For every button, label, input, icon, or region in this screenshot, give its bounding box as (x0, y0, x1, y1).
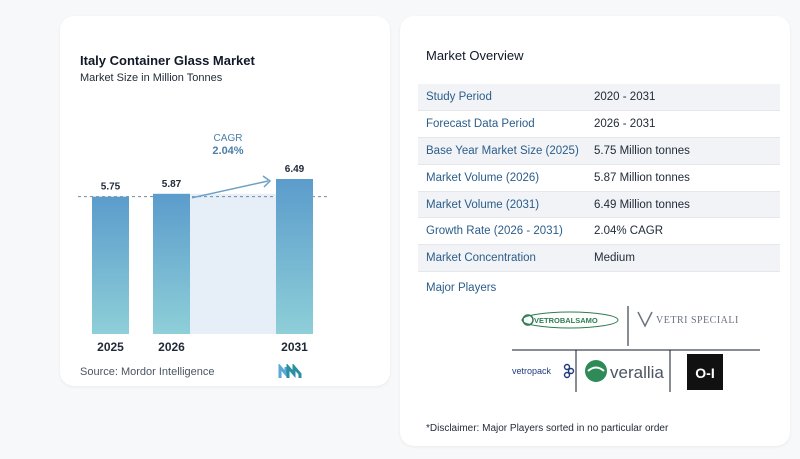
chart-card: 5.75 2025 5.87 2026 6.49 2031 CAGR 2.04% Italy … (60, 16, 390, 386)
bar-2026 (153, 194, 190, 334)
player-logos: VETROBALSAMO VETRI SPECIALI vetropack ve… (400, 16, 790, 446)
player-3-name: vetropack (512, 366, 552, 376)
verallia-logo: verallia (585, 360, 664, 382)
vetropack-logo: vetropack (512, 365, 574, 378)
market-overview-panel: Market Overview Study Period 2020 - 2031… (400, 16, 790, 446)
bar-2031 (276, 179, 313, 334)
value-label-2031: 6.49 (285, 164, 305, 175)
player-5-name: O-I (695, 365, 714, 381)
category-label-2025: 2025 (97, 340, 124, 354)
player-2-name: VETRI SPECIALI (656, 315, 739, 326)
growth-band (190, 194, 276, 334)
vetrobalsamo-logo: VETROBALSAMO (522, 312, 618, 328)
player-1-name: VETROBALSAMO (534, 316, 598, 325)
bar-2025 (92, 197, 129, 334)
vetri-speciali-logo: VETRI SPECIALI (638, 312, 739, 326)
chart-subtitle: Market Size in Million Tonnes (80, 72, 222, 84)
cagr-value: 2.04% (212, 145, 243, 157)
source-note: Source: Mordor Intelligence (80, 366, 215, 378)
value-label-2026: 5.87 (162, 179, 182, 190)
value-label-2025: 5.75 (101, 182, 121, 193)
mordor-logo-icon (278, 364, 302, 380)
category-label-2026: 2026 (158, 340, 185, 354)
cagr-label: CAGR (214, 133, 243, 144)
oi-logo: O-I (687, 354, 723, 390)
disclaimer: *Disclaimer: Major Players sorted in no … (426, 423, 668, 434)
chart-title: Italy Container Glass Market (80, 53, 255, 68)
player-4-name: verallia (610, 363, 664, 382)
category-label-2031: 2031 (281, 340, 308, 354)
